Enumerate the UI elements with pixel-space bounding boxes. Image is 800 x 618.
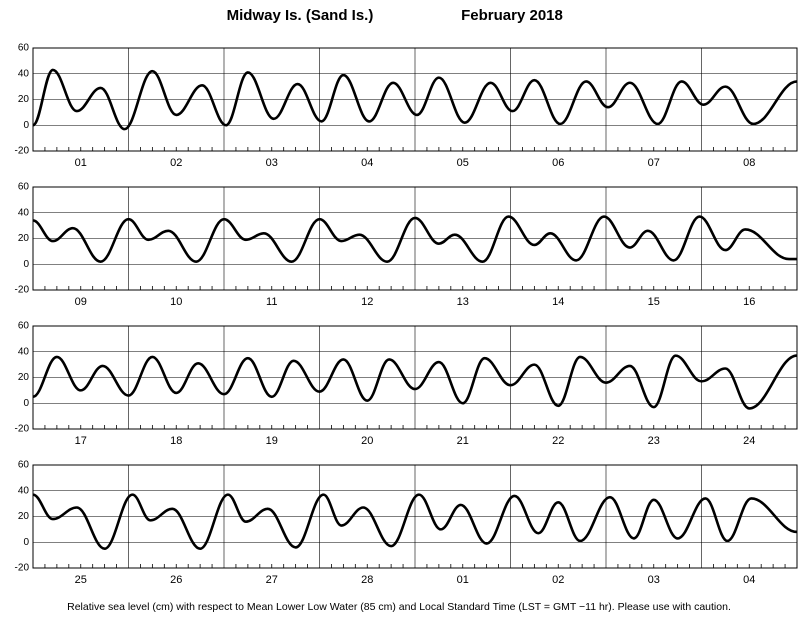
day-label: 16 (743, 296, 755, 308)
tide-curve (31, 68, 798, 131)
subtitle: February 2018 (461, 7, 563, 24)
y-tick-label: 40 (18, 207, 30, 218)
day-label: 14 (552, 296, 564, 308)
day-label: 08 (743, 157, 755, 169)
y-tick-label: 0 (23, 259, 29, 270)
day-label: 01 (75, 157, 87, 169)
y-tick-label: 40 (18, 346, 30, 357)
y-tick-label: 20 (18, 94, 30, 105)
y-tick-label: 60 (18, 321, 30, 332)
day-label: 22 (552, 435, 564, 447)
y-tick-label: -20 (15, 146, 30, 157)
day-label: 12 (361, 296, 373, 308)
day-label: 20 (361, 435, 373, 447)
y-tick-label: 0 (23, 537, 29, 548)
day-label: 02 (170, 157, 182, 169)
y-tick-label: 40 (18, 485, 30, 496)
y-tick-label: 20 (18, 233, 30, 244)
y-tick-label: -20 (15, 285, 30, 296)
day-label: 07 (648, 157, 660, 169)
tide-curve (32, 493, 798, 550)
y-tick-label: -20 (15, 563, 30, 574)
y-tick-label: -20 (15, 424, 30, 435)
day-label: 15 (648, 296, 660, 308)
day-label: 02 (552, 574, 564, 586)
day-label: 26 (170, 574, 182, 586)
tide-curve (32, 354, 798, 410)
day-label: 03 (266, 157, 278, 169)
day-label: 09 (75, 296, 87, 308)
footnote: Relative sea level (cm) with respect to … (67, 601, 731, 613)
day-label: 25 (75, 574, 87, 586)
day-label: 23 (648, 435, 660, 447)
day-label: 11 (266, 296, 277, 308)
y-tick-label: 0 (23, 120, 29, 131)
y-tick-label: 40 (18, 68, 30, 79)
day-label: 06 (552, 157, 564, 169)
day-label: 18 (170, 435, 182, 447)
day-label: 04 (361, 157, 373, 169)
day-label: 05 (457, 157, 469, 169)
day-label: 17 (75, 435, 87, 447)
y-tick-label: 60 (18, 460, 30, 471)
day-label: 10 (170, 296, 182, 308)
day-label: 21 (457, 435, 469, 447)
tide-curve (32, 215, 797, 263)
day-label: 19 (266, 435, 278, 447)
y-tick-label: 60 (18, 43, 30, 54)
day-label: 13 (457, 296, 469, 308)
day-label: 03 (648, 574, 660, 586)
y-tick-label: 60 (18, 182, 30, 193)
y-tick-label: 20 (18, 511, 30, 522)
day-label: 27 (266, 574, 278, 586)
y-tick-label: 20 (18, 372, 30, 383)
y-tick-label: 0 (23, 398, 29, 409)
day-label: 04 (743, 574, 755, 586)
day-label: 28 (361, 574, 373, 586)
day-label: 01 (457, 574, 469, 586)
title: Midway Is. (Sand Is.) (227, 7, 374, 24)
day-label: 24 (743, 435, 755, 447)
